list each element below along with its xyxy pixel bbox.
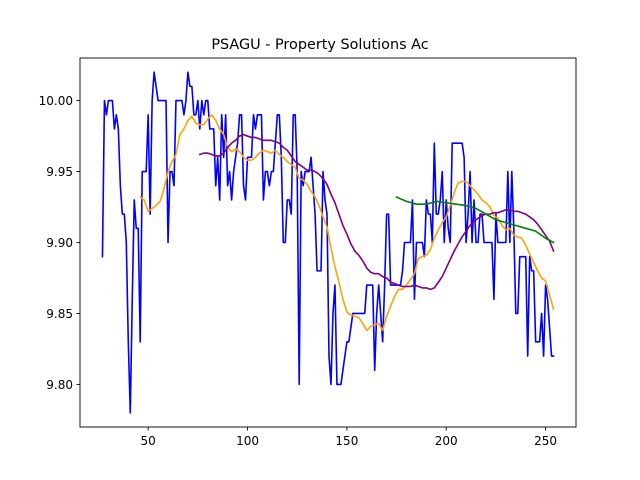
- x-tick-label: 50: [141, 434, 156, 448]
- y-tick-label: 9.95: [46, 165, 73, 179]
- y-tick-label: 9.90: [46, 236, 73, 250]
- series-line-1: [101, 71, 555, 414]
- series-line-3: [198, 133, 555, 291]
- y-tick-label: 9.85: [46, 307, 73, 321]
- x-tick-label: 150: [335, 434, 358, 448]
- series-line-4: [395, 196, 555, 244]
- x-tick-label: 200: [435, 434, 458, 448]
- y-tick-label: 9.80: [46, 378, 73, 392]
- chart-title: PSAGU - Property Solutions Ac: [211, 37, 428, 53]
- y-axis: 9.80 9.85 9.90 9.95 10.00: [39, 94, 80, 392]
- series-group: [101, 71, 555, 414]
- x-tick-label: 100: [236, 434, 259, 448]
- x-tick-label: 250: [534, 434, 557, 448]
- x-axis: 50 100 150 200 250: [141, 427, 557, 448]
- y-tick-label: 10.00: [39, 94, 73, 108]
- series-line-2: [139, 113, 555, 332]
